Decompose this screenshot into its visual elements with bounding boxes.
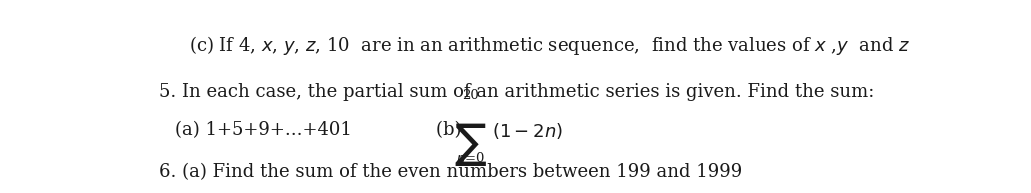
Text: (b): (b) [436,121,468,139]
Text: 5. In each case, the partial sum of an arithmetic series is given. Find the sum:: 5. In each case, the partial sum of an a… [159,83,874,101]
Text: 20: 20 [463,89,479,102]
Text: (c) If 4, $x$, $y$, $z$, 10  are in an arithmetic sequence,  find the values of : (c) If 4, $x$, $y$, $z$, 10 are in an ar… [189,34,910,57]
Text: (a) 1+5+9+...+401: (a) 1+5+9+...+401 [175,121,353,139]
Text: 6. (a) Find the sum of the even numbers between 199 and 1999: 6. (a) Find the sum of the even numbers … [159,163,742,181]
Text: $n$=0: $n$=0 [457,151,486,165]
Text: $\sum$: $\sum$ [455,121,488,168]
Text: $(1-2n)$: $(1-2n)$ [493,121,563,141]
